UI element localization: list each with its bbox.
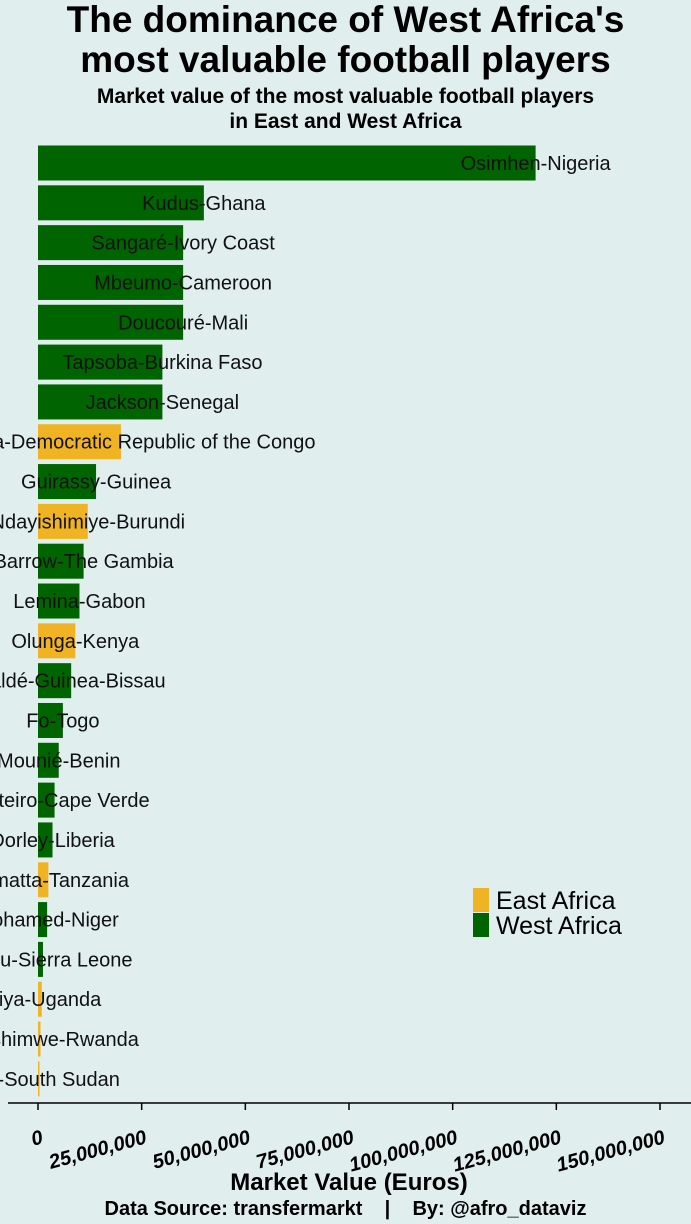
bar-labels-layer: Osimhen-Nigeria Kudus-Ghana Sangaré-Ivory …: [0, 153, 611, 1091]
bar-18: [38, 862, 49, 898]
bar-label-14: Fo-Togo: [26, 710, 99, 732]
bar-23: [38, 1061, 40, 1097]
bar-14: [38, 702, 63, 738]
bar-22: [38, 1021, 41, 1057]
bar-label-19: Mohamed-Niger: [0, 910, 119, 932]
bar-label-13: Baldé-Guinea-Bissau: [0, 671, 166, 693]
bar-label-18: Samatta-Tanzania: [0, 870, 130, 892]
bar-1: [38, 185, 204, 221]
bar-20: [38, 941, 43, 977]
bars-layer: [38, 145, 536, 1097]
x-axis: 0 25,000,000 50,000,000 75,000,000100,000,0…: [8, 1102, 691, 1196]
chart-title: The dominance of West Africa's most valu…: [0, 0, 691, 80]
bar-15: [38, 742, 59, 778]
bar-11: [38, 583, 80, 619]
x-tick-label-6: 150,000,000: [554, 1127, 667, 1177]
legend-swatch-0: [473, 888, 489, 912]
bar-label-4: Doucouré-Mali: [118, 312, 248, 334]
chart-subtitle-line-2: in East and West Africa: [229, 110, 462, 133]
footer-credits: Data Source: transfermarkt | By: @afro_d…: [104, 1198, 587, 1220]
bar-label-12: Olunga-Kenya: [11, 631, 140, 653]
bar-label-22: Imanishimwe-Rwanda: [0, 1029, 140, 1051]
bar-19: [38, 902, 48, 938]
bar-label-5: Tapsoba-Burkina Faso: [62, 352, 262, 374]
bar-12: [38, 623, 76, 659]
bar-label-8: Guirassy-Guinea: [21, 472, 172, 494]
bar-2: [38, 225, 184, 261]
x-tick-label-2: 50,000,000: [150, 1127, 252, 1174]
bar-4: [38, 304, 184, 340]
x-tick-label-1: 25,000,000: [46, 1127, 149, 1174]
bar-17: [38, 822, 53, 858]
bar-label-3: Mbeumo-Cameroon: [94, 272, 272, 294]
x-tick-label-0: 0: [29, 1127, 45, 1151]
bar-label-15: Mounié-Benin: [0, 750, 120, 772]
x-tick-label-3: 75,000,000: [254, 1127, 356, 1174]
bar-3: [38, 264, 184, 300]
legend-swatch-1: [473, 913, 489, 937]
bar-10: [38, 543, 84, 579]
bar-label-2: Sangaré-Ivory Coast: [91, 233, 275, 255]
legend-label-0: East Africa: [496, 887, 616, 915]
bar-8: [38, 464, 97, 500]
bar-7: [38, 424, 121, 460]
bar-label-0: Osimhen-Nigeria: [461, 153, 612, 175]
x-axis-title: Market Value (Euros): [230, 1169, 467, 1196]
bar-label-7: Mbemba-Democratic Republic of the Congo: [0, 432, 315, 454]
bar-label-21: Miya-Uganda: [0, 989, 102, 1011]
bar-label-1: Kudus-Ghana: [142, 193, 266, 215]
bar-label-16: Monteiro-Cape Verde: [0, 790, 150, 812]
legend-label-1: West Africa: [496, 912, 622, 940]
bar-label-10: Barrow-The Gambia: [0, 551, 175, 573]
bar-9: [38, 503, 88, 539]
bar-6: [38, 384, 163, 420]
bar-21: [38, 981, 42, 1017]
bar-label-17: Dorley-Liberia: [0, 830, 116, 852]
bar-label-20: Bundu-Sierra Leone: [0, 949, 132, 971]
chart-subtitle: Market value of the most valuable footba…: [0, 84, 691, 134]
chart-title-line-1: The dominance of West Africa's: [66, 0, 625, 40]
chart-title-line-2: most valuable football players: [80, 39, 611, 80]
bar-16: [38, 782, 55, 818]
bar-label-11: Lemina-Gabon: [13, 591, 145, 613]
bar-13: [38, 663, 72, 699]
bar-label-23: Yuel-South Sudan: [0, 1069, 120, 1091]
bar-label-9: Ndayishimiye-Burundi: [0, 511, 185, 533]
bar-5: [38, 344, 163, 380]
chart-subtitle-line-1: Market value of the most valuable footba…: [96, 85, 595, 108]
bar-0: [38, 145, 536, 181]
bar-label-6: Jackson-Senegal: [86, 392, 239, 414]
